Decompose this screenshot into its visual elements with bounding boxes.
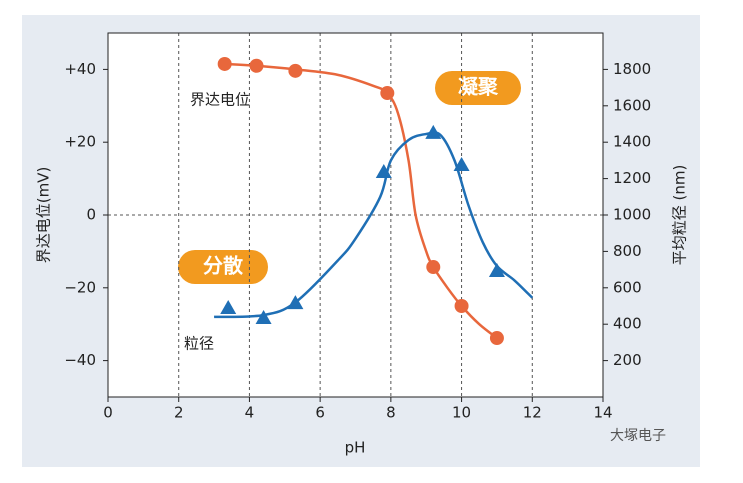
fit-curve <box>214 131 534 319</box>
point <box>220 300 237 315</box>
point <box>287 295 304 310</box>
y2-tick-label: 600 <box>613 278 642 296</box>
x-tick-label: 10 <box>452 404 471 422</box>
x-tick-label: 0 <box>103 404 113 422</box>
y2-tick-label: 1200 <box>613 169 651 187</box>
point <box>426 260 441 275</box>
point <box>488 263 505 278</box>
watermark: 大塚电子 <box>610 428 666 444</box>
y2-tick-label: 1400 <box>613 133 651 151</box>
series-label: 界达电位 <box>190 91 250 109</box>
x-tick-label: 8 <box>386 404 396 422</box>
y-axis-label: 界达电位(mV) <box>35 167 53 264</box>
annotation: 凝聚 <box>458 75 499 99</box>
x-tick-label: 6 <box>315 404 325 422</box>
y2-tick-label: 1000 <box>613 206 651 224</box>
point <box>255 310 272 325</box>
point <box>380 86 395 101</box>
series-label: 粒径 <box>184 335 214 353</box>
x-tick-label: 14 <box>593 404 612 422</box>
y-tick-label: −20 <box>64 278 96 296</box>
annotation-bubble <box>178 250 268 284</box>
annotation: 分散 <box>203 254 244 278</box>
y-tick-label: −40 <box>64 351 96 369</box>
point <box>425 124 442 139</box>
y-tick-label: 0 <box>86 206 96 224</box>
point <box>453 156 470 171</box>
plot-frame <box>107 32 604 398</box>
point <box>249 58 264 73</box>
y2-axis-label: 平均粒径 (nm) <box>671 165 689 266</box>
y2-tick-label: 1800 <box>613 60 651 78</box>
y2-tick-label: 800 <box>613 242 642 260</box>
annotation-bubble <box>435 71 521 105</box>
x-axis-label: pH <box>345 439 366 457</box>
point <box>217 56 232 71</box>
y2-tick-label: 400 <box>613 315 642 333</box>
x-tick-label: 4 <box>245 404 255 422</box>
y2-tick-label: 1600 <box>613 96 651 114</box>
point <box>489 331 504 346</box>
y2-tick-label: 200 <box>613 351 642 369</box>
y-tick-label: +40 <box>64 60 96 78</box>
point <box>375 164 392 179</box>
point <box>454 299 469 313</box>
point <box>288 63 303 78</box>
x-tick-label: 12 <box>523 404 542 422</box>
x-tick-label: 2 <box>174 404 184 422</box>
y-tick-label: +20 <box>64 133 96 151</box>
